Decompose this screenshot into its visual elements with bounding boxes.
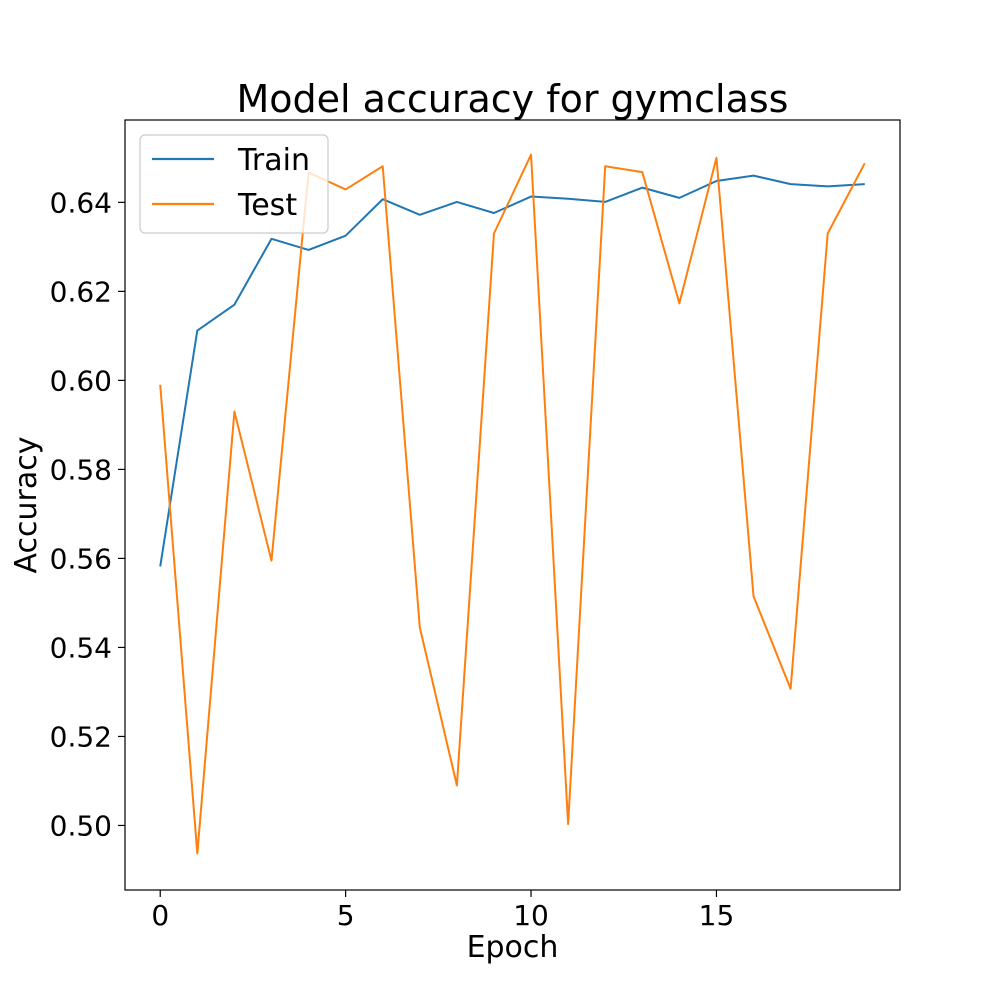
y-tick-label: 0.50: [50, 809, 112, 842]
axes-frame: [124, 119, 901, 891]
series-line-train: [159, 174, 865, 567]
legend-test-label: Test: [237, 188, 297, 223]
legend-train-label: Train: [237, 143, 310, 178]
y-tick-label: 0.64: [50, 186, 112, 219]
x-tick-label: 0: [151, 899, 169, 932]
x-axis-ticks: 0 5 10 15: [151, 890, 734, 932]
x-axis-label: Epoch: [467, 930, 559, 965]
y-tick-label: 0.62: [50, 275, 112, 308]
x-tick-label: 5: [337, 899, 355, 932]
chart-title: Model accuracy for gymclass: [237, 77, 789, 121]
y-axis-ticks: 0.50 0.52 0.54 0.56 0.58 0.60 0.62 0.64: [50, 186, 125, 842]
y-tick-label: 0.52: [50, 720, 112, 753]
series-line-test: [159, 153, 866, 855]
y-tick-label: 0.54: [50, 631, 112, 664]
x-tick-label: 10: [513, 899, 549, 932]
y-tick-label: 0.56: [50, 542, 112, 575]
legend: Train Test: [139, 134, 329, 234]
y-tick-label: 0.58: [50, 453, 112, 486]
series-layer: [159, 153, 866, 855]
x-tick-label: 15: [699, 899, 735, 932]
y-tick-label: 0.60: [50, 364, 112, 397]
y-axis-label: Accuracy: [9, 437, 44, 574]
plot-area: [124, 119, 901, 891]
